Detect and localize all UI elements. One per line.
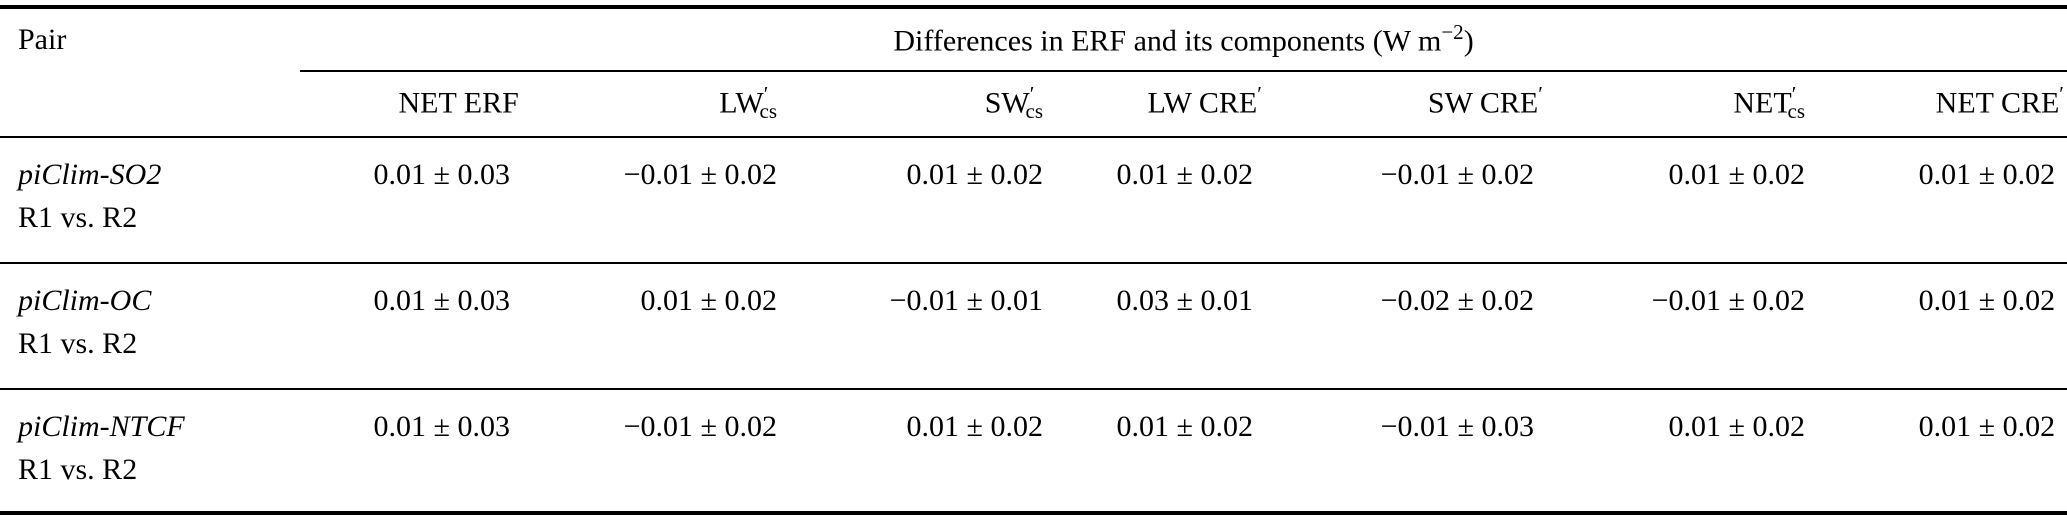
erf-differences-table: Pair Differences in ERF and its componen…	[0, 5, 2067, 515]
span-header: Differences in ERF and its components (W…	[300, 9, 2067, 72]
experiment-name: piClim-SO2	[18, 158, 162, 191]
col-subscript: cs	[759, 99, 778, 123]
experiment-name: piClim-OC	[18, 284, 152, 317]
span-header-exponent: −2	[1441, 20, 1464, 45]
value-cell: 0.01 ± 0.02	[906, 410, 1043, 443]
pair-cell: piClim-SO2 R1 vs. R2	[0, 137, 300, 264]
value-cell: −0.02 ± 0.02	[1253, 263, 1534, 390]
value-cell: 0.01 ± 0.02	[1805, 137, 2067, 264]
col-subscript: cs	[1025, 99, 1044, 123]
value-cell: 0.01 ± 0.02	[1805, 263, 2067, 390]
col-label: NET	[1733, 86, 1792, 120]
value-cell: −0.01 ± 0.02	[623, 410, 777, 443]
column-header-row: NET ERF LW′cs SW′cs LW CRE′ SW CRE′ NET′…	[0, 71, 2067, 138]
col-label: NET ERF	[398, 86, 519, 120]
value-cell: 0.03 ± 0.01	[1043, 263, 1253, 390]
value-cell: 0.01 ± 0.03	[300, 137, 510, 264]
value-cell: 0.01 ± 0.03	[300, 263, 510, 390]
col-header-net-cre: NET CRE′	[1805, 71, 2067, 138]
col-label: SW	[984, 86, 1030, 120]
pair-cell: piClim-NTCF R1 vs. R2	[0, 389, 300, 515]
col-label: LW CRE	[1147, 86, 1258, 120]
col-header-empty	[0, 71, 300, 138]
col-header-sw-cre: SW CRE′	[1253, 71, 1543, 138]
col-subscript: cs	[1787, 99, 1806, 123]
pair-cell: piClim-OC R1 vs. R2	[0, 263, 300, 390]
col-label: NET CRE	[1935, 86, 2060, 120]
col-label: LW	[719, 86, 764, 120]
realization-comparison: R1 vs. R2	[18, 200, 138, 234]
prime-mark: ′	[1538, 82, 1543, 107]
experiment-name: piClim-NTCF	[18, 410, 185, 443]
value-cell: 0.01 ± 0.02	[1668, 410, 1805, 443]
row-piclim-oc: piClim-OC R1 vs. R2 0.01 ± 0.03 0.01 ± 0…	[0, 263, 2067, 390]
value-cell: 0.01 ± 0.02	[1918, 410, 2056, 443]
value-cell: 0.01 ± 0.03	[373, 410, 510, 443]
realization-comparison: R1 vs. R2	[18, 452, 138, 486]
col-label: SW CRE	[1427, 86, 1539, 120]
span-header-row: Pair Differences in ERF and its componen…	[0, 9, 2067, 72]
pair-column-header: Pair	[18, 23, 67, 56]
col-header-net-cs: NET′cs	[1534, 71, 1806, 138]
span-header-text: Differences in ERF and its components (W…	[893, 24, 1442, 58]
value-cell: −0.01 ± 0.02	[1253, 137, 1534, 264]
value-cell: −0.01 ± 0.02	[1534, 263, 1805, 390]
prime-mark: ′	[2059, 82, 2064, 107]
value-cell: 0.01 ± 0.02	[1534, 137, 1805, 264]
span-header-close: )	[1463, 24, 1474, 58]
prime-mark: ′	[763, 82, 769, 107]
value-cell: −0.01 ± 0.01	[777, 263, 1043, 390]
value-cell: 0.01 ± 0.02	[777, 137, 1043, 264]
value-cell: 0.01 ± 0.02	[1043, 137, 1253, 264]
value-cell: −0.01 ± 0.03	[1380, 410, 1534, 443]
col-header-lw-cs: LW′cs	[510, 71, 778, 138]
row-piclim-ntcf: piClim-NTCF R1 vs. R2 0.01 ± 0.03 −0.01 …	[0, 389, 2067, 515]
value-cell: 0.01 ± 0.02	[1116, 410, 1253, 443]
row-piclim-so2: piClim-SO2 R1 vs. R2 0.01 ± 0.03 −0.01 ±…	[0, 137, 2067, 264]
col-header-lw-cre: LW CRE′	[1043, 71, 1262, 138]
realization-comparison: R1 vs. R2	[18, 326, 138, 360]
prime-mark: ′	[1257, 82, 1262, 107]
prime-mark: ′	[1791, 82, 1797, 107]
value-cell: −0.01 ± 0.02	[510, 137, 777, 264]
col-header-sw-cs: SW′cs	[777, 71, 1044, 138]
prime-mark: ′	[1029, 82, 1035, 107]
erf-table: Pair Differences in ERF and its componen…	[0, 9, 2067, 515]
value-cell: 0.01 ± 0.02	[510, 263, 777, 390]
col-header-net-erf: NET ERF	[300, 71, 519, 138]
